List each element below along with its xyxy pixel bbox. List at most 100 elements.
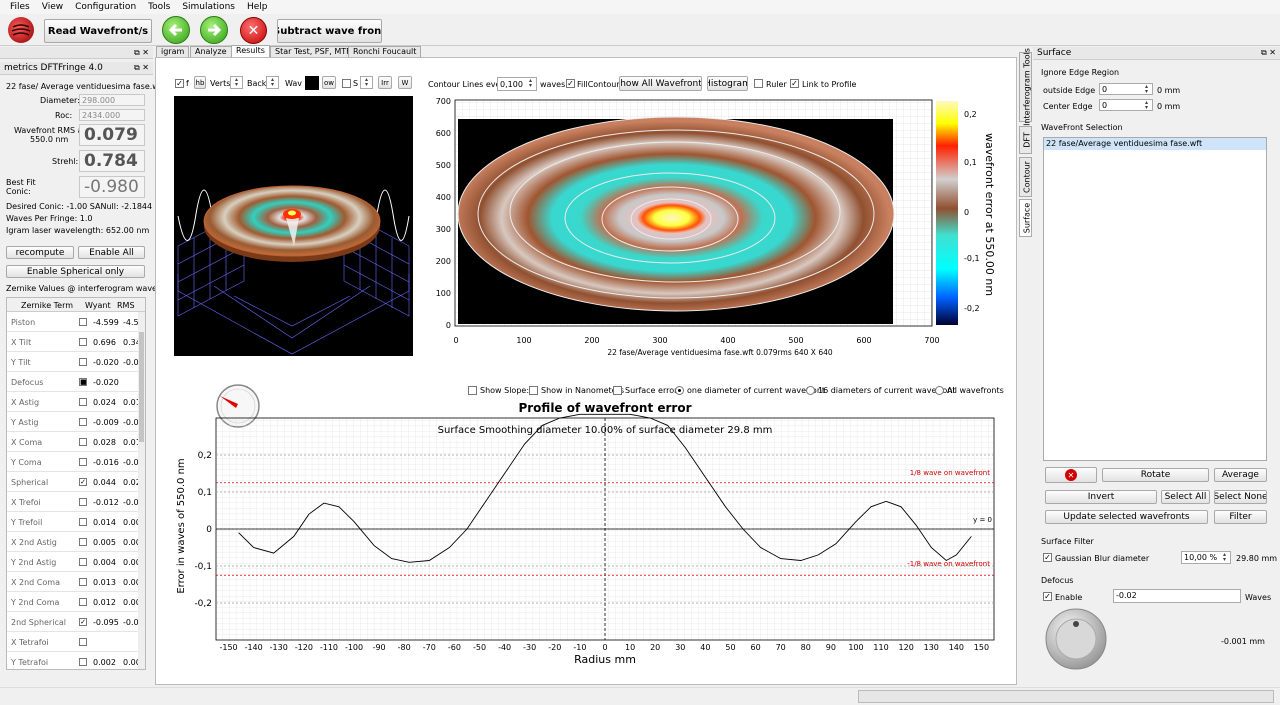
select-none-button[interactable]: Select None bbox=[1214, 490, 1267, 504]
average-button[interactable]: Average bbox=[1214, 468, 1267, 482]
vtab-interferogram-tools[interactable]: Interferogram Tools bbox=[1019, 48, 1032, 126]
zernike-checkbox[interactable] bbox=[79, 418, 87, 426]
tab-ronchi[interactable]: Ronchi Foucault bbox=[348, 46, 422, 57]
defocus-input[interactable]: -0.02 bbox=[1113, 589, 1241, 603]
read-wavefront-button[interactable]: Read Wavefront/s bbox=[44, 19, 152, 43]
zernike-checkbox[interactable] bbox=[79, 578, 87, 586]
defocus-enable-checkbox[interactable]: ✓ bbox=[1043, 592, 1052, 601]
surface-error-checkbox[interactable] bbox=[613, 386, 622, 395]
zernike-checkbox[interactable] bbox=[79, 598, 87, 606]
filter-button[interactable]: Filter bbox=[1214, 510, 1267, 524]
gaussian-spinner[interactable]: 10,00 % bbox=[1181, 551, 1231, 564]
recompute-button[interactable]: recompute bbox=[6, 246, 74, 259]
zernike-checkbox[interactable] bbox=[79, 518, 87, 526]
histogram-button[interactable]: Histogram bbox=[707, 76, 748, 91]
tab-analyze[interactable]: Analyze bbox=[190, 46, 232, 57]
zernike-checkbox[interactable] bbox=[79, 498, 87, 506]
zernike-checkbox[interactable]: ✓ bbox=[79, 478, 87, 486]
menu-help[interactable]: Help bbox=[246, 2, 268, 12]
subtract-wavefront-button[interactable]: Subtract wave front bbox=[277, 19, 382, 43]
update-wavefronts-button[interactable]: Update selected wavefronts bbox=[1045, 510, 1208, 524]
ow-button[interactable]: ow bbox=[322, 76, 336, 89]
zernike-checkbox[interactable] bbox=[79, 638, 87, 646]
zernike-checkbox[interactable] bbox=[79, 358, 87, 366]
zernike-checkbox[interactable] bbox=[79, 438, 87, 446]
profile-x-tick: -110 bbox=[320, 643, 338, 652]
s-checkbox[interactable] bbox=[342, 79, 351, 88]
link-profile-checkbox[interactable]: ✓ bbox=[790, 79, 799, 88]
delete-wavefront-button[interactable]: ✕ bbox=[1045, 467, 1097, 483]
contour-caption: 22 fase/Average ventiduesima fase.wft 0.… bbox=[607, 348, 833, 357]
ruler-checkbox[interactable] bbox=[754, 79, 763, 88]
zernike-checkbox[interactable] bbox=[79, 458, 87, 466]
zernike-checkbox[interactable] bbox=[79, 338, 87, 346]
contour-lines-spinner[interactable]: 0,100 bbox=[497, 77, 537, 91]
invert-button[interactable]: Invert bbox=[1045, 490, 1157, 504]
menu-files[interactable]: Files bbox=[10, 2, 30, 12]
f-checkbox[interactable]: ✓ bbox=[175, 79, 184, 88]
forward-arrow-icon[interactable] bbox=[200, 16, 228, 44]
roc-label: Roc: bbox=[55, 111, 73, 120]
nanometers-checkbox[interactable] bbox=[529, 386, 538, 395]
enable-all-button[interactable]: Enable All bbox=[78, 246, 145, 259]
profile-chart[interactable]: Profile of wavefront error Surface Smoot… bbox=[160, 398, 1000, 668]
wavefront-list[interactable]: 22 fase/Average ventiduesima fase.wft bbox=[1043, 137, 1267, 461]
profile-x-tick: 60 bbox=[750, 643, 760, 652]
outside-edge-spinner[interactable]: 0 bbox=[1099, 83, 1153, 95]
wavefront-list-item[interactable]: 22 fase/Average ventiduesima fase.wft bbox=[1044, 138, 1266, 150]
zernike-checkbox[interactable] bbox=[79, 398, 87, 406]
rotate-button[interactable]: Rotate bbox=[1102, 468, 1209, 482]
contour-plot[interactable]: 700 600 500 400 300 200 100 0 0 100 200 300 400 500 6… bbox=[420, 95, 1015, 360]
zernike-checkbox[interactable] bbox=[79, 318, 87, 326]
show-all-wavefronts-button[interactable]: Show All Wavefronts bbox=[619, 76, 702, 91]
tab-star-test[interactable]: Star Test, PSF, MTF bbox=[270, 46, 356, 57]
back-spinner[interactable] bbox=[266, 76, 279, 89]
gaussian-checkbox[interactable]: ✓ bbox=[1043, 553, 1052, 562]
s-spinner[interactable] bbox=[360, 76, 373, 89]
tab-igram[interactable]: igram bbox=[156, 46, 190, 57]
surface-3d-view[interactable] bbox=[174, 96, 413, 356]
back-arrow-icon[interactable] bbox=[162, 16, 190, 44]
one-diameter-radio[interactable] bbox=[675, 386, 684, 395]
profile-x-tick: -130 bbox=[270, 643, 288, 652]
vtab-contour[interactable]: Contour bbox=[1019, 157, 1032, 197]
zernike-checkbox[interactable] bbox=[79, 658, 87, 666]
defocus-knob[interactable] bbox=[1043, 606, 1109, 672]
table-scrollbar[interactable] bbox=[138, 312, 145, 669]
verts-spinner[interactable] bbox=[230, 76, 243, 89]
center-edge-spinner[interactable]: 0 bbox=[1099, 99, 1153, 111]
menu-tools[interactable]: Tools bbox=[148, 2, 171, 12]
profile-x-tick: 90 bbox=[826, 643, 836, 652]
delete-icon[interactable]: ✕ bbox=[240, 17, 267, 44]
zernike-checkbox[interactable] bbox=[79, 558, 87, 566]
hb-button[interactable]: hb bbox=[194, 76, 206, 89]
all-wavefronts-radio[interactable] bbox=[935, 386, 944, 395]
w-button[interactable]: W bbox=[398, 76, 412, 89]
vtab-dft[interactable]: DFT bbox=[1019, 126, 1032, 154]
show-slope-checkbox[interactable] bbox=[468, 386, 477, 395]
select-all-button[interactable]: Select All bbox=[1161, 490, 1210, 504]
toolbar: Read Wavefront/s ✕ Subtract wave front bbox=[0, 14, 1280, 46]
zernike-checkbox[interactable]: ■ bbox=[79, 378, 87, 386]
profile-y-tick: -0,1 bbox=[194, 562, 212, 572]
zernike-checkbox[interactable] bbox=[79, 538, 87, 546]
zernike-term: X Tetrafoi bbox=[11, 638, 49, 647]
rms-label: Wavefront RMS at bbox=[14, 126, 86, 135]
zernike-checkbox[interactable]: ✓ bbox=[79, 618, 87, 626]
fill-contour-checkbox[interactable]: ✓ bbox=[566, 79, 575, 88]
table-row: X Astig 0.024 0.010 bbox=[7, 392, 139, 412]
menu-simulations[interactable]: Simulations bbox=[182, 2, 235, 12]
vtab-surface[interactable]: Surface bbox=[1019, 199, 1032, 237]
y-axis-label: Error in waves of 550.0 nm bbox=[176, 458, 187, 593]
irr-button[interactable]: Irr bbox=[378, 76, 392, 89]
tab-results[interactable]: Results bbox=[231, 45, 270, 57]
color-swatch[interactable] bbox=[305, 76, 319, 90]
defocus-enable-label: Enable bbox=[1055, 593, 1083, 602]
enable-spherical-button[interactable]: Enable Spherical only bbox=[6, 265, 145, 278]
menu-view[interactable]: View bbox=[41, 2, 64, 12]
compass-dial-icon[interactable] bbox=[214, 382, 262, 430]
menu-configuration[interactable]: Configuration bbox=[75, 2, 137, 12]
table-row: Y Astig -0.009 -0.00 bbox=[7, 412, 139, 432]
status-bar bbox=[0, 687, 1280, 705]
sixteen-diameters-radio[interactable] bbox=[806, 386, 815, 395]
